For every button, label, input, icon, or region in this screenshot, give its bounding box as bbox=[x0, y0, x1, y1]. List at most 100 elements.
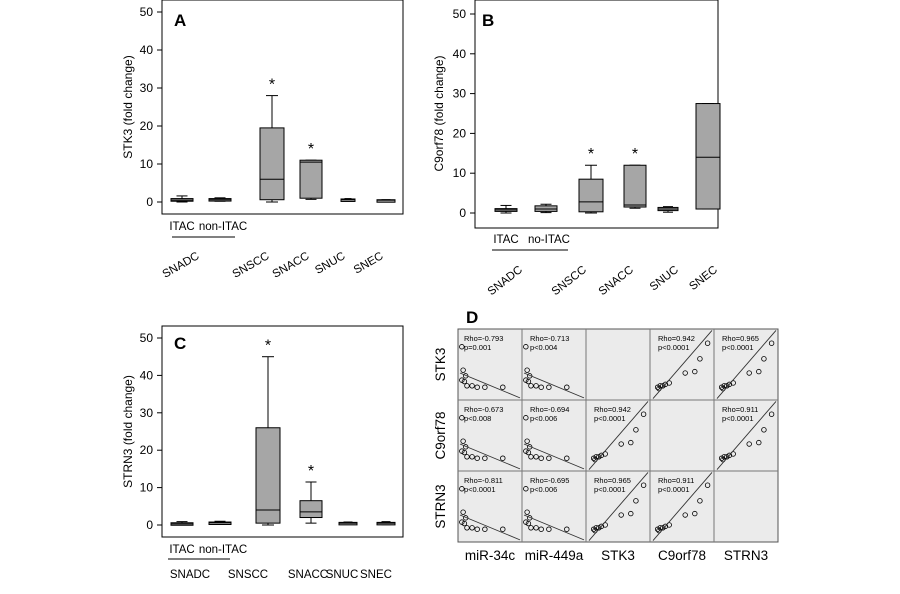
panel-letter: A bbox=[174, 11, 186, 30]
category-label: SNACC bbox=[597, 264, 636, 298]
data-point bbox=[523, 519, 529, 525]
category-label: SNUC bbox=[313, 250, 347, 277]
data-point bbox=[523, 486, 529, 492]
y-tick-label: 40 bbox=[140, 368, 154, 382]
significance-star: * bbox=[588, 146, 594, 163]
y-tick-label: 20 bbox=[140, 119, 154, 133]
data-point bbox=[525, 378, 532, 385]
box-non-itac bbox=[208, 520, 232, 526]
regression-line bbox=[523, 372, 585, 399]
iqr-box bbox=[376, 521, 396, 526]
data-point bbox=[596, 454, 602, 460]
data-point bbox=[474, 384, 480, 390]
column-variable-label: STRN3 bbox=[724, 548, 768, 563]
data-point bbox=[461, 378, 468, 385]
box-snuc bbox=[340, 198, 356, 202]
y-tick-label: 10 bbox=[140, 157, 154, 171]
boxplot-panel-a: A 0 10 20 30 40 50 STK3 (fold change) * * ITAC non-… bbox=[121, 0, 404, 281]
data-point bbox=[459, 486, 465, 492]
data-point bbox=[546, 455, 552, 461]
data-point bbox=[761, 356, 767, 362]
rho-value: Rho=0.942 bbox=[594, 405, 631, 414]
box-snacc: * bbox=[299, 463, 323, 524]
data-point bbox=[654, 526, 661, 532]
data-point bbox=[469, 383, 475, 389]
y-tick-label: 30 bbox=[453, 87, 467, 101]
data-point bbox=[628, 439, 634, 446]
regression-line bbox=[523, 514, 585, 541]
y-axis-label: STRN3 (fold change) bbox=[121, 375, 135, 488]
row-variable-label: C9orf78 bbox=[433, 411, 448, 459]
data-point bbox=[528, 525, 534, 531]
data-point bbox=[761, 427, 767, 433]
box-snacc: * bbox=[299, 141, 323, 200]
regression-line bbox=[459, 514, 521, 541]
column-variable-label: miR-34c bbox=[465, 548, 516, 563]
data-point bbox=[482, 384, 488, 390]
y-tick-label: 50 bbox=[140, 5, 154, 19]
data-point bbox=[746, 370, 752, 376]
data-point bbox=[682, 512, 688, 518]
rho-value: Rho=0.911 bbox=[658, 476, 694, 485]
y-tick-label: 40 bbox=[140, 43, 154, 57]
category-label: SNSCC bbox=[550, 264, 589, 298]
category-label: SNUC bbox=[648, 264, 681, 294]
column-variable-label: C9orf78 bbox=[658, 548, 706, 563]
data-point bbox=[460, 509, 466, 515]
y-tick-label: 0 bbox=[459, 206, 466, 220]
data-point bbox=[640, 411, 647, 417]
y-tick-label: 30 bbox=[140, 81, 154, 95]
iqr-box bbox=[255, 427, 281, 524]
data-point bbox=[590, 526, 597, 532]
row-variable-label: STK3 bbox=[433, 348, 448, 382]
iqr-box bbox=[259, 127, 285, 201]
data-point bbox=[721, 454, 727, 460]
p-value: p<0.006 bbox=[530, 485, 557, 494]
data-point bbox=[768, 340, 775, 346]
data-point bbox=[523, 344, 529, 350]
data-point bbox=[660, 525, 666, 531]
data-point bbox=[523, 377, 529, 383]
data-point bbox=[704, 340, 711, 346]
data-point bbox=[482, 526, 488, 532]
box-itac bbox=[494, 204, 518, 214]
data-point bbox=[524, 367, 530, 373]
data-point bbox=[459, 519, 465, 525]
data-point bbox=[618, 512, 624, 518]
data-point bbox=[654, 384, 661, 390]
box-snec bbox=[376, 199, 396, 203]
y-tick-label: 0 bbox=[146, 518, 153, 532]
box-non-itac bbox=[208, 197, 232, 202]
data-point bbox=[459, 415, 465, 421]
p-value: p=0.001 bbox=[464, 343, 491, 352]
iqr-box bbox=[578, 178, 604, 213]
panel-letter: D bbox=[466, 308, 478, 327]
data-point bbox=[523, 415, 529, 421]
data-point bbox=[593, 525, 599, 531]
column-variable-label: STK3 bbox=[601, 548, 635, 563]
subgroup-label-1: non-ITAC bbox=[199, 221, 247, 233]
data-point bbox=[460, 367, 466, 373]
data-point bbox=[682, 370, 688, 376]
data-point bbox=[525, 520, 532, 527]
y-axis-label: STK3 (fold change) bbox=[121, 55, 135, 158]
y-tick-label: 10 bbox=[140, 481, 154, 495]
data-point bbox=[538, 455, 544, 461]
p-value: p<0.004 bbox=[530, 343, 557, 352]
rho-value: Rho=-0.694 bbox=[530, 405, 569, 414]
scatter-matrix-panel-d: D STK3 C9orf78 STRN3 miR-34c miR-449a STK3 C9or… bbox=[433, 308, 779, 563]
regression-line bbox=[652, 472, 713, 541]
data-point bbox=[756, 368, 762, 375]
regression-line bbox=[716, 330, 777, 399]
p-value: p<0.0001 bbox=[464, 485, 496, 494]
iqr-box bbox=[208, 521, 232, 526]
data-point bbox=[459, 377, 465, 383]
category-label: SNSCC bbox=[231, 250, 272, 281]
rho-value: Rho=-0.793 bbox=[464, 334, 503, 343]
